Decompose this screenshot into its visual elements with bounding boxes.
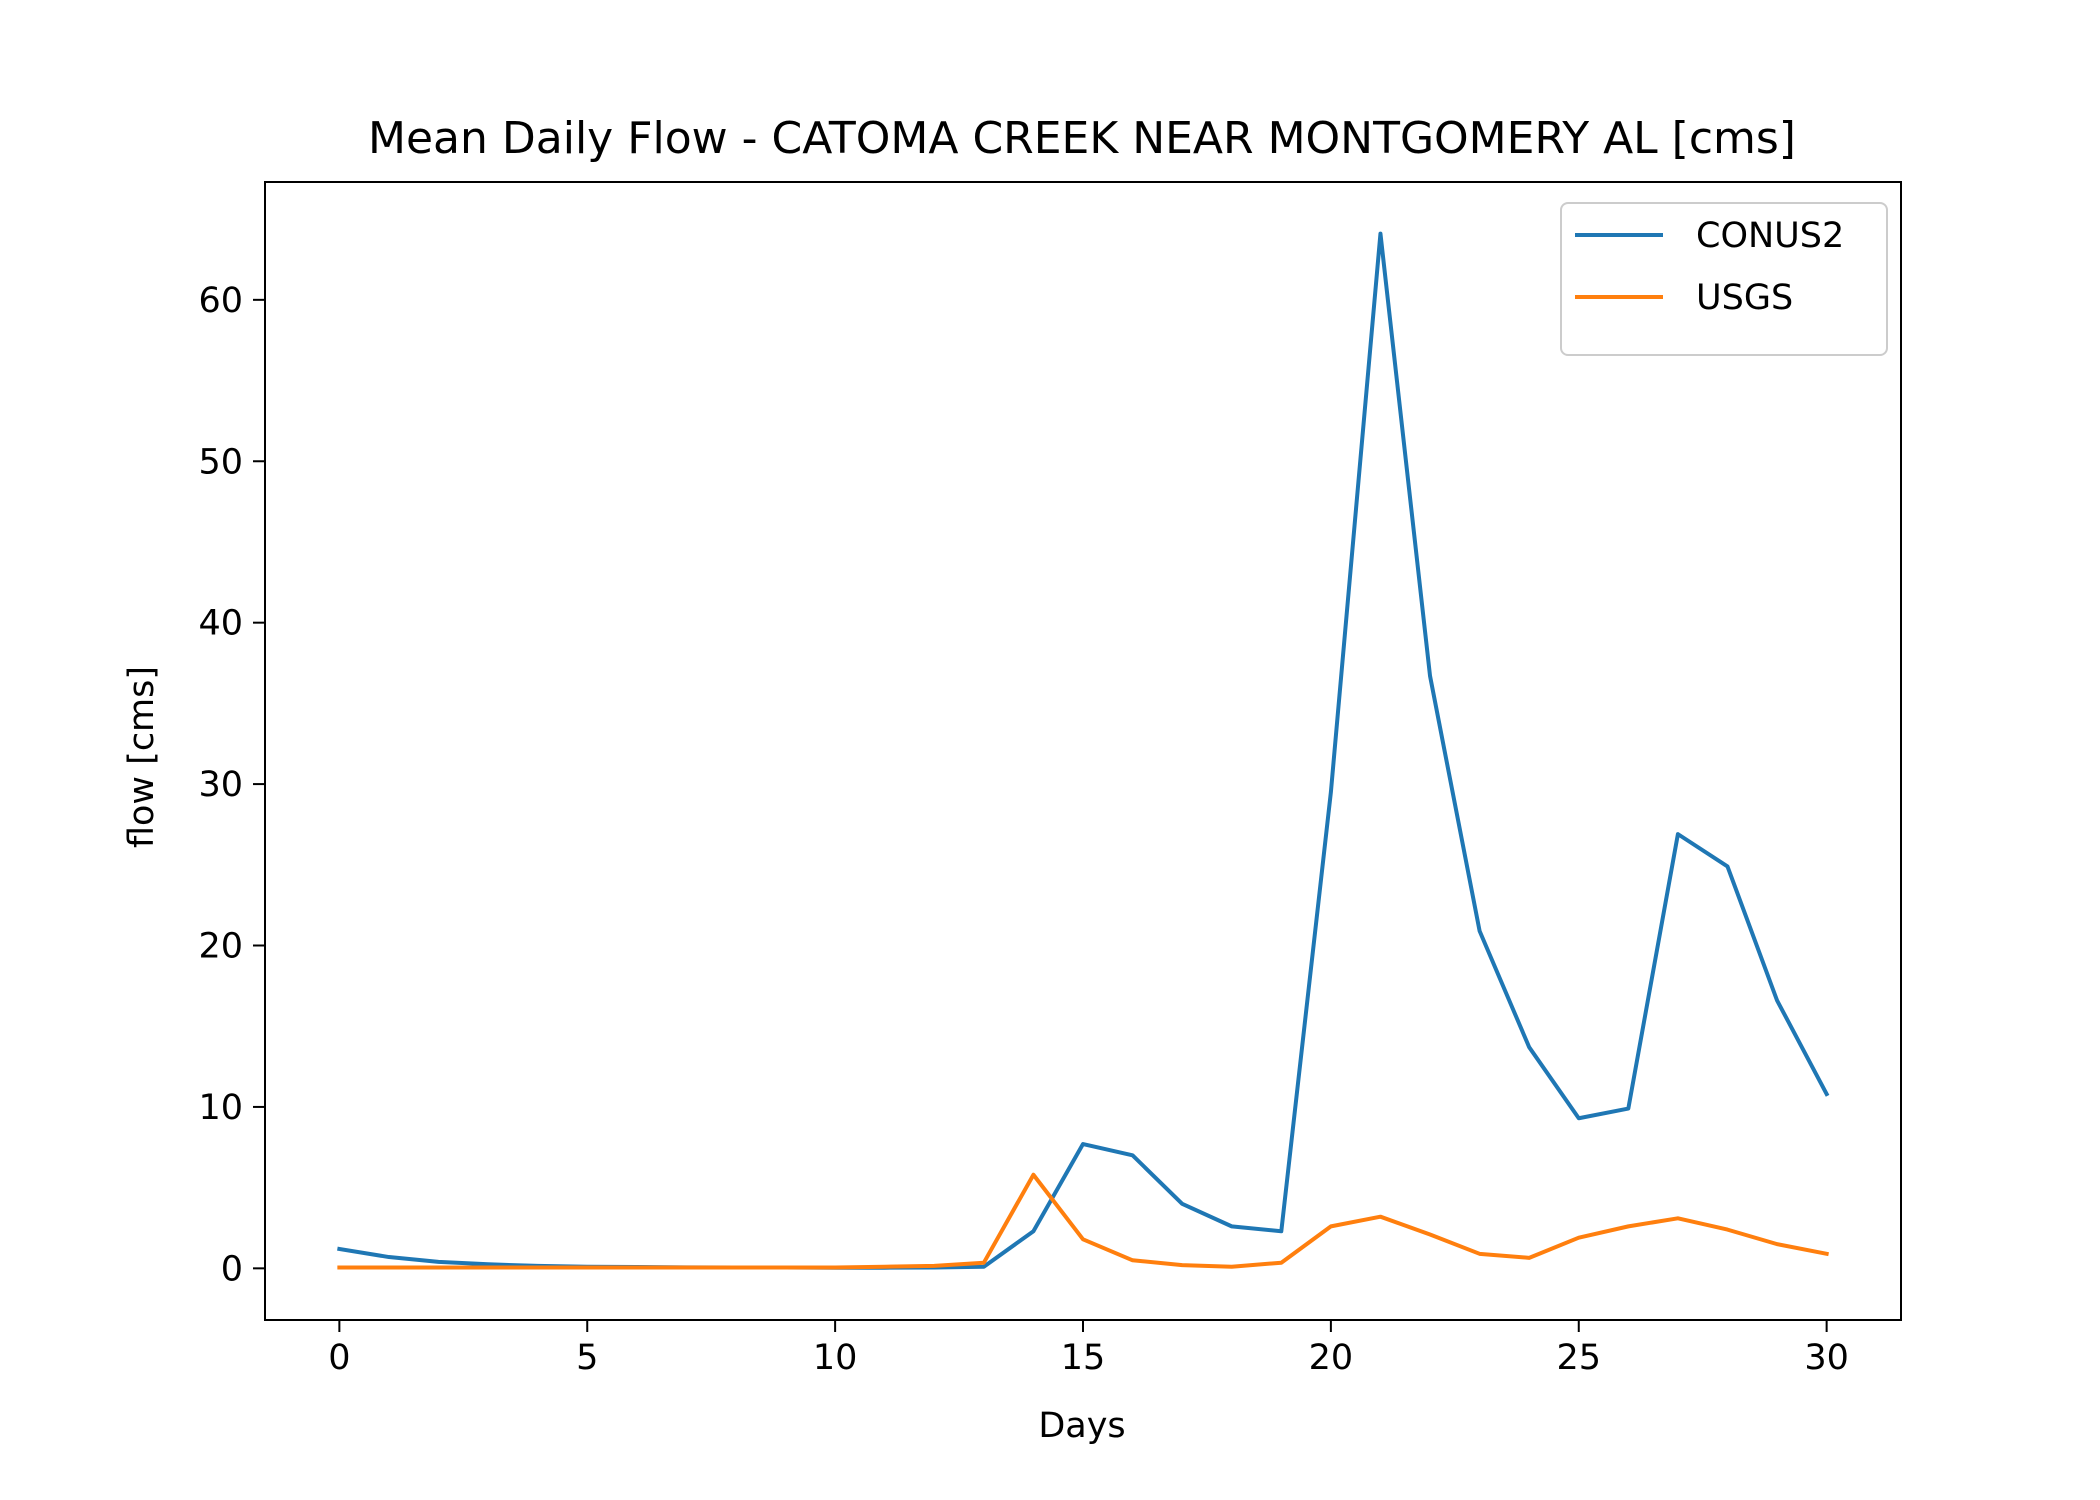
y-tick-label: 60: [198, 281, 243, 321]
x-tick-label: 10: [813, 1338, 858, 1378]
x-tick-label: 30: [1804, 1338, 1849, 1378]
y-axis-label: flow [cms]: [122, 666, 162, 848]
x-axis-label: Days: [1038, 1406, 1125, 1446]
x-axis-ticks: 0 5 10 15 20 25 30: [328, 1320, 1849, 1378]
x-tick-label: 25: [1556, 1338, 1601, 1378]
y-tick-label: 30: [198, 765, 243, 805]
y-tick-label: 10: [198, 1088, 243, 1128]
legend-label-conus2: CONUS2: [1696, 216, 1844, 256]
y-tick-label: 0: [221, 1249, 243, 1289]
series-line-conus2: [337, 231, 1830, 1270]
x-tick-label: 15: [1061, 1338, 1106, 1378]
legend: CONUS2 USGS: [1560, 202, 1888, 356]
y-tick-label: 20: [198, 927, 243, 967]
x-tick-label: 5: [576, 1338, 598, 1378]
chart-title: Mean Daily Flow - CATOMA CREEK NEAR MONT…: [368, 113, 1796, 164]
legend-box: [1560, 202, 1888, 356]
x-tick-label: 0: [328, 1338, 350, 1378]
legend-label-usgs: USGS: [1696, 278, 1793, 318]
y-axis-ticks: 0 10 20 30 40 50 60: [198, 281, 265, 1289]
x-tick-label: 20: [1309, 1338, 1354, 1378]
series-line-usgs: [337, 1172, 1829, 1270]
y-tick-label: 40: [198, 604, 243, 644]
y-tick-label: 50: [198, 442, 243, 482]
